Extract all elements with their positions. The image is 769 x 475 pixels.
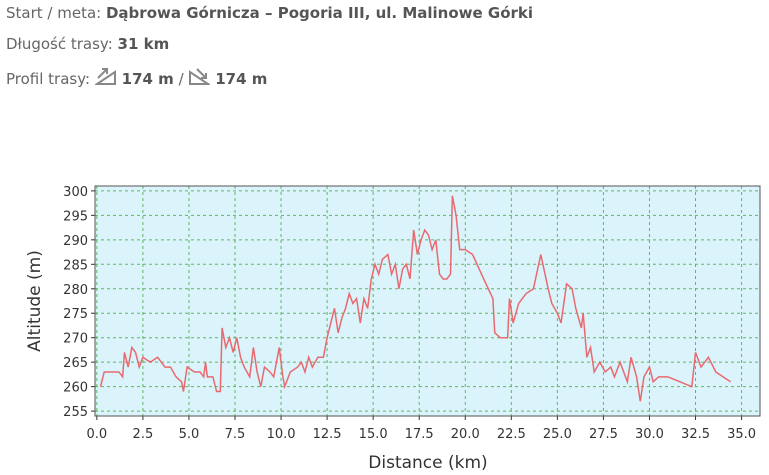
- x-tick-label: 32.5: [681, 427, 710, 442]
- y-tick-label: 295: [63, 209, 88, 224]
- length-row: Długość trasy: 31 km: [6, 35, 169, 53]
- ascent-icon: [94, 68, 116, 85]
- start-value: Dąbrowa Górnicza – Pogoria III, ul. Mali…: [105, 4, 534, 22]
- y-tick-label: 285: [63, 258, 88, 273]
- x-tick-label: 0.0: [86, 427, 107, 442]
- length-value: 31 km: [117, 35, 170, 53]
- y-tick-label: 260: [63, 381, 88, 396]
- y-tick-label: 290: [63, 234, 88, 249]
- profile-row: Profil trasy: 174 m / 174 m: [6, 66, 267, 88]
- y-tick-label: 300: [63, 185, 88, 200]
- x-tick-label: 35.0: [727, 427, 756, 442]
- x-tick-label: 7.5: [225, 427, 246, 442]
- x-tick-label: 25.0: [543, 427, 572, 442]
- start-row: Start / meta: Dąbrowa Górnicza – Pogoria…: [6, 4, 533, 22]
- x-tick-label: 30.0: [635, 427, 664, 442]
- x-tick-label: 20.0: [451, 427, 480, 442]
- profile-label: Profil trasy:: [6, 70, 91, 88]
- descent-value: 174 m: [215, 70, 268, 88]
- x-tick-label: 27.5: [589, 427, 618, 442]
- y-tick-label: 280: [63, 283, 88, 298]
- y-tick-label: 275: [63, 307, 88, 322]
- y-tick-label: 255: [63, 405, 88, 420]
- separator: /: [178, 70, 184, 88]
- x-tick-label: 17.5: [405, 427, 434, 442]
- ascent-value: 174 m: [121, 70, 174, 88]
- x-tick-label: 10.0: [267, 427, 296, 442]
- x-axis-label: Distance (km): [368, 453, 487, 473]
- y-tick-label: 265: [63, 356, 88, 371]
- x-tick-label: 22.5: [497, 427, 526, 442]
- x-tick-label: 15.0: [359, 427, 388, 442]
- y-axis-label: Altitude (m): [25, 250, 45, 352]
- x-tick-label: 5.0: [179, 427, 200, 442]
- length-label: Długość trasy:: [6, 35, 113, 53]
- altitude-line: [99, 195, 731, 402]
- x-tick-label: 2.5: [133, 427, 154, 442]
- descent-icon: [189, 68, 211, 85]
- y-tick-label: 270: [63, 332, 88, 347]
- plot-background: [95, 186, 760, 416]
- x-tick-label: 12.5: [313, 427, 342, 442]
- plot-frame: [94, 185, 761, 417]
- start-label: Start / meta:: [6, 4, 102, 22]
